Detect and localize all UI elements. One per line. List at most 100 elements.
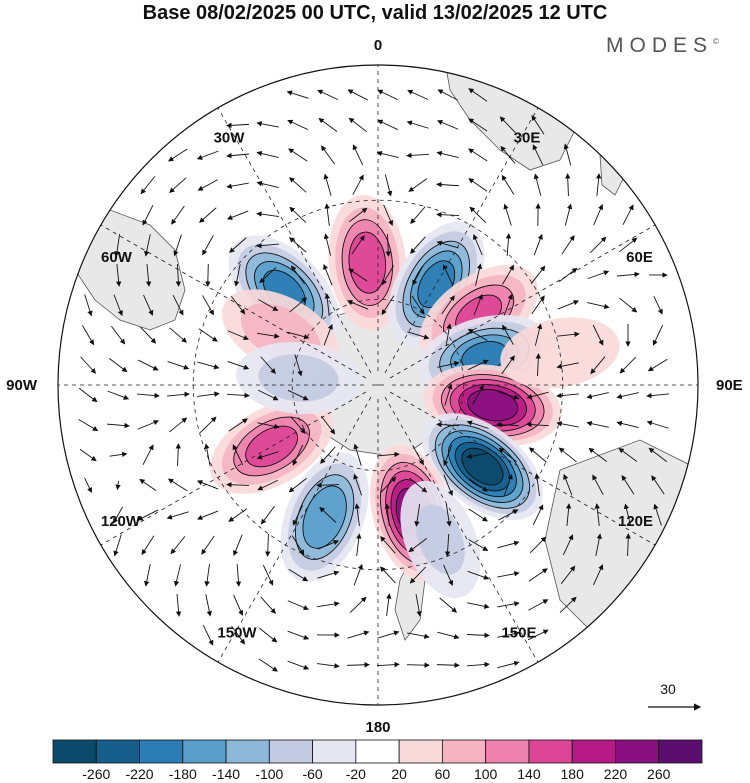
wind-vector <box>169 327 188 343</box>
wind-vector <box>352 174 364 195</box>
colorbar-swatch <box>441 739 487 764</box>
wind-vector <box>230 295 246 315</box>
wind-vector <box>497 601 520 608</box>
wind-vector <box>468 478 488 492</box>
wind-vector <box>197 179 218 191</box>
wind-vector <box>497 540 520 549</box>
wind-vector <box>532 144 544 166</box>
wind-vector <box>167 478 188 492</box>
wind-vector <box>196 510 219 520</box>
wind-vector <box>137 420 160 430</box>
wind-vector <box>625 533 631 557</box>
anomaly-center <box>280 452 369 582</box>
wind-vector <box>648 447 668 463</box>
wind-vector <box>287 600 309 611</box>
wind-vector <box>594 503 600 526</box>
wind-vector <box>408 178 428 192</box>
wind-vector <box>557 331 580 337</box>
wind-vector <box>530 265 546 284</box>
wind-vector <box>595 533 602 556</box>
wind-vector <box>289 237 307 253</box>
wind-vector <box>561 235 575 255</box>
wind-vector <box>82 325 94 346</box>
wind-vector <box>115 480 121 491</box>
wind-vector <box>256 180 279 188</box>
wind-vector <box>439 597 458 613</box>
wind-vector <box>529 536 547 554</box>
wind-vector <box>587 302 610 310</box>
wind-vector <box>592 324 604 346</box>
wind-vector <box>468 88 488 102</box>
wind-vector <box>528 599 549 611</box>
wind-vector <box>112 506 123 524</box>
wind-vector <box>437 119 459 130</box>
colorbar-tick-label: -220 <box>126 766 154 782</box>
colorbar-tick-label: -180 <box>169 766 197 782</box>
longitude-label: 0 <box>374 37 382 54</box>
wind-vector <box>535 353 541 377</box>
wind-vector <box>317 540 339 550</box>
wind-vector <box>533 233 543 256</box>
wind-vector <box>80 356 97 374</box>
colorbar-swatch <box>225 739 270 764</box>
wind-vector <box>226 482 250 488</box>
wind-vector <box>351 235 365 255</box>
wind-vector <box>202 235 214 256</box>
wind-vector <box>412 265 424 286</box>
wind-vector <box>497 660 520 669</box>
colorbar-tick-label: 180 <box>561 766 585 782</box>
wind-vector <box>227 330 249 340</box>
wind-vector <box>616 392 639 400</box>
wind-vector <box>381 295 395 316</box>
longitude-label: 30W <box>214 129 246 146</box>
wind-vector <box>199 416 217 434</box>
wind-vector <box>265 533 271 557</box>
wind-vector <box>201 535 215 555</box>
anomaly-center <box>328 195 407 331</box>
colorbar-tick-label: 140 <box>517 766 541 782</box>
wind-vector <box>499 116 516 134</box>
wind-vector <box>526 421 550 428</box>
wind-vector <box>256 451 279 460</box>
map-disc <box>58 65 698 705</box>
wind-vector <box>436 211 460 218</box>
wind-vector <box>323 173 332 196</box>
wind-vector <box>168 148 188 162</box>
wind-vector <box>466 632 490 638</box>
wind-vector <box>589 236 607 254</box>
meridian-line <box>384 107 539 374</box>
brand-logo: MODES© <box>606 34 719 58</box>
longitude-label: 120E <box>618 513 653 530</box>
wind-vector <box>564 203 573 226</box>
wind-vector <box>377 119 399 131</box>
wind-vector <box>170 536 186 555</box>
wind-vector <box>646 420 669 429</box>
wind-vector <box>563 473 573 496</box>
wind-vector <box>144 564 151 587</box>
colorbar-swatch <box>139 739 184 764</box>
anomaly-center <box>400 480 481 599</box>
wind-vector <box>468 148 488 162</box>
wind-vector <box>377 630 400 639</box>
wind-vector <box>202 295 214 316</box>
wind-vector <box>406 662 430 668</box>
wind-vector <box>472 384 484 405</box>
wind-vector <box>595 173 602 196</box>
wind-vector <box>444 533 451 557</box>
wind-vector <box>113 534 122 557</box>
wind-vector <box>196 150 219 160</box>
wind-vector <box>109 451 128 458</box>
wind-vector <box>205 263 211 287</box>
colorbar-tick-label: -60 <box>302 766 322 782</box>
colorbar-tick-label: 220 <box>604 766 628 782</box>
colorbar-swatch <box>528 739 573 764</box>
wind-vector <box>376 150 399 158</box>
wind-vector <box>175 594 182 617</box>
wind-vector <box>175 263 182 287</box>
wind-vector <box>498 509 519 521</box>
wind-vector <box>288 148 308 162</box>
wind-vector <box>79 448 97 462</box>
wind-vector <box>410 206 426 224</box>
wind-vector <box>317 663 340 669</box>
reference-vector: 30 <box>648 681 702 711</box>
